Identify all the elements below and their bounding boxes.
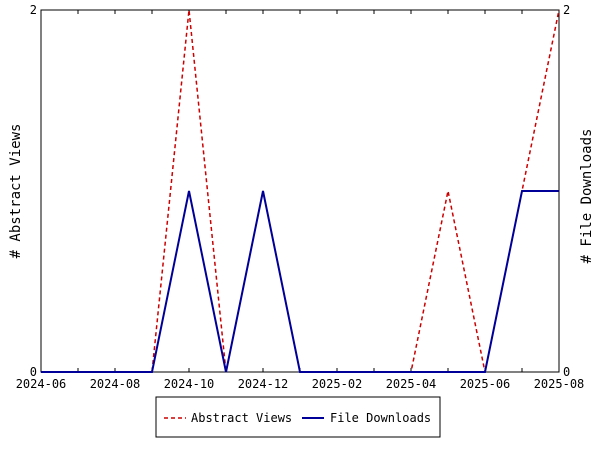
x-tick-label: 2025-08 xyxy=(534,377,585,391)
y-axis-left-label: # Abstract Views xyxy=(8,124,24,259)
x-tick-label: 2024-06 xyxy=(16,377,67,391)
x-tick-label: 2024-12 xyxy=(238,377,289,391)
legend-box xyxy=(155,396,441,438)
series-line-file-downloads xyxy=(41,190,559,373)
y-axis-right-label: # File Downloads xyxy=(579,129,595,264)
x-tick-label: 2025-04 xyxy=(386,377,437,391)
y-tick-label-left: 2 xyxy=(30,3,37,17)
legend: Abstract Views File Downloads xyxy=(155,396,441,438)
y-tick-label-right: 2 xyxy=(563,3,570,17)
x-tick-label: 2024-10 xyxy=(164,377,215,391)
legend-label-abstract-views: Abstract Views xyxy=(191,411,292,425)
y-tick-label-right: 0 xyxy=(563,365,570,379)
x-tick-label: 2025-02 xyxy=(312,377,363,391)
x-tick-label: 2025-06 xyxy=(460,377,511,391)
legend-label-file-downloads: File Downloads xyxy=(330,411,431,425)
x-tick-label: 2024-08 xyxy=(90,377,141,391)
series-line-abstract-views xyxy=(41,9,560,373)
y-tick-label-left: 0 xyxy=(30,365,37,379)
plot-area-frame xyxy=(40,9,560,373)
